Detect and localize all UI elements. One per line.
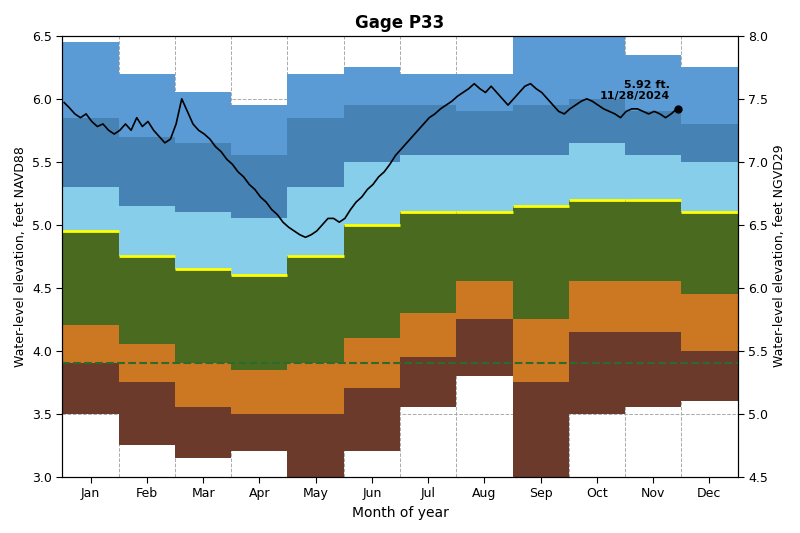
Y-axis label: Water-level elevation, feet NGVD29: Water-level elevation, feet NGVD29 xyxy=(774,145,786,367)
X-axis label: Month of year: Month of year xyxy=(351,505,449,520)
Text: 5.92 ft.
11/28/2024: 5.92 ft. 11/28/2024 xyxy=(600,80,670,101)
Y-axis label: Water-level elevation, feet NAVD88: Water-level elevation, feet NAVD88 xyxy=(14,146,26,367)
Title: Gage P33: Gage P33 xyxy=(355,13,445,31)
